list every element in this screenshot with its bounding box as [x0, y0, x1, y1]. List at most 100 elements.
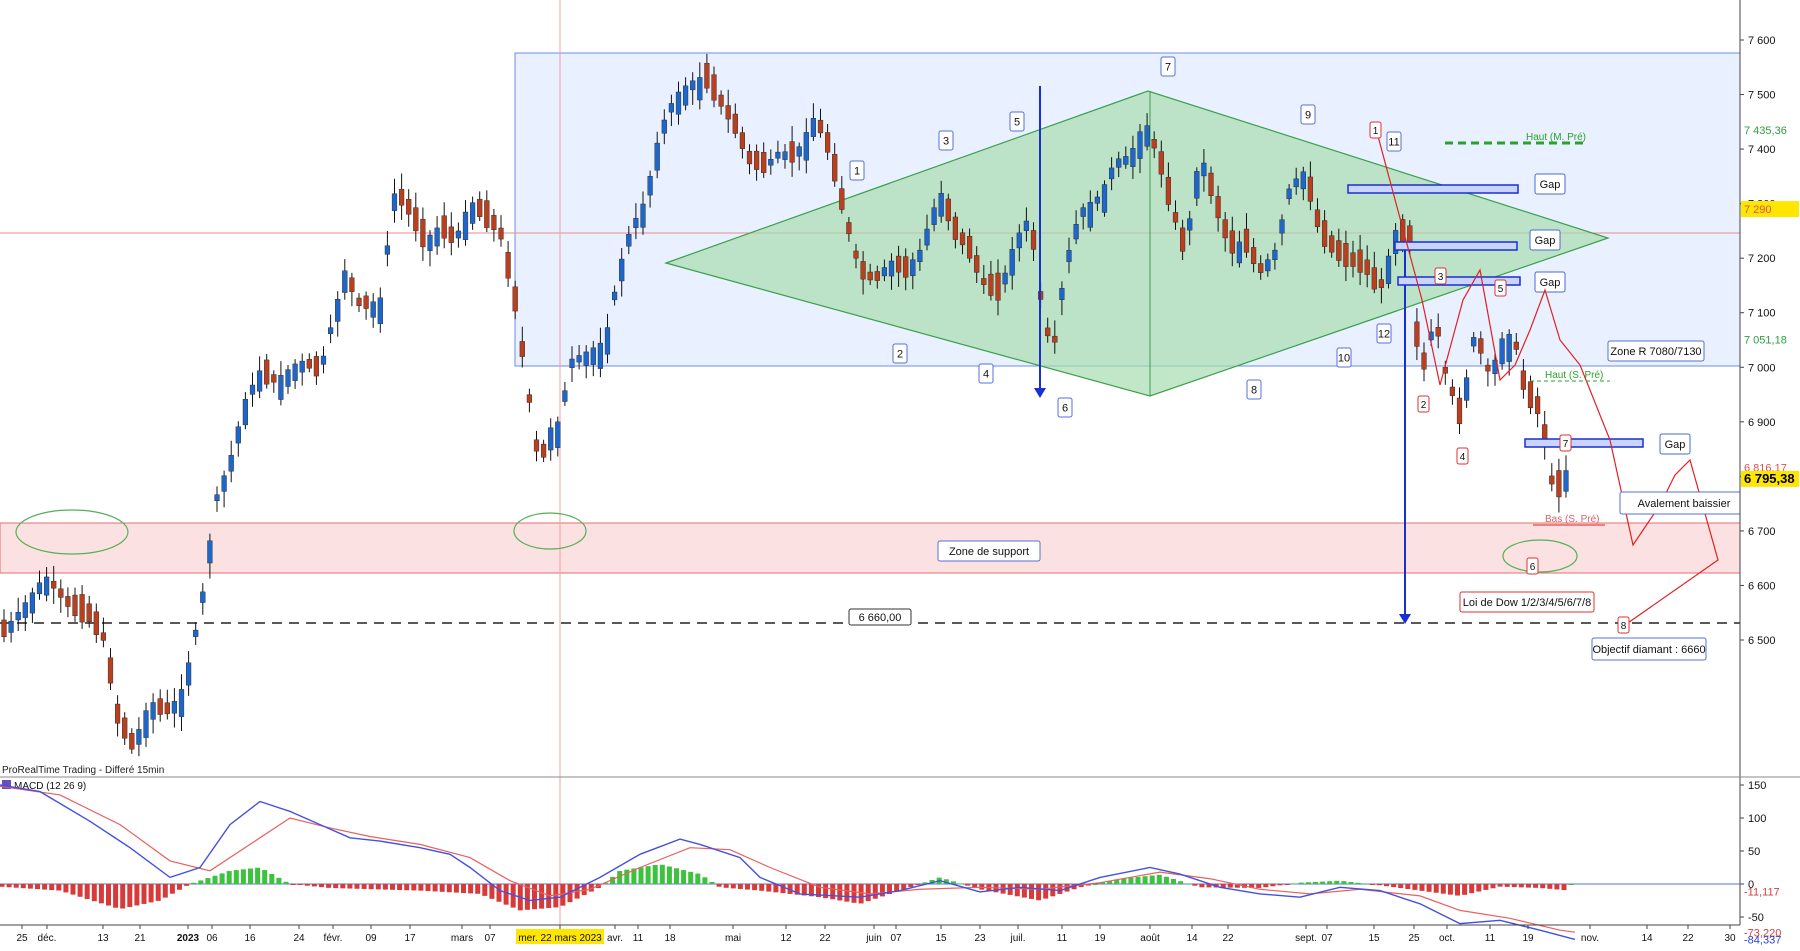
- macd-hist-bar: [816, 884, 821, 898]
- macd-hist-bar: [1355, 882, 1361, 884]
- macd-hist-bar: [1142, 876, 1148, 884]
- candle-body: [1215, 196, 1221, 219]
- macd-hist-bar: [1263, 884, 1269, 888]
- x-tick-label: déc.: [38, 933, 57, 944]
- blue-wave-label-8-box: [1246, 379, 1262, 400]
- macd-hist-bar: [148, 884, 154, 903]
- price-tick-label: 6 600: [1748, 580, 1776, 592]
- x-tick-label: 11: [633, 933, 644, 944]
- candle-body: [548, 427, 554, 451]
- candle-body: [952, 216, 959, 240]
- support-ellipse-2: [513, 512, 587, 550]
- candle-body: [1045, 327, 1051, 337]
- x-tick-label: juil.: [1009, 933, 1025, 944]
- macd-hist-bar: [737, 884, 743, 889]
- macd-hist-bar: [382, 884, 388, 890]
- candle-body: [1066, 250, 1072, 262]
- macd-hist-bar: [1192, 884, 1198, 886]
- macd-hist-bar: [950, 881, 956, 884]
- x-tick-label: 22: [1682, 933, 1694, 944]
- candle-body: [136, 729, 142, 745]
- x-tick-label: 12: [780, 933, 792, 944]
- red-wave-label-5: 5: [1498, 284, 1504, 295]
- candle-body: [477, 198, 483, 217]
- candle-body: [1428, 331, 1434, 341]
- macd-hist-bar: [198, 880, 204, 884]
- macd-hist-bar: [155, 884, 161, 901]
- candle-body: [1329, 235, 1335, 253]
- dow-path: [1374, 124, 1719, 626]
- macd-hist-bar: [432, 884, 438, 892]
- candle-body: [988, 273, 994, 296]
- candle-body: [271, 374, 277, 383]
- candle-body: [519, 341, 525, 357]
- candle-body: [1414, 321, 1420, 347]
- macd-hist-bar: [787, 884, 793, 894]
- macd-hist-bar: [581, 884, 587, 896]
- macd-hist-bar: [1256, 884, 1262, 888]
- macd-hist-bar: [326, 884, 332, 888]
- macd-hist-bar: [1398, 884, 1404, 889]
- candle-body: [832, 154, 838, 182]
- blue-wave-label-12: 12: [1378, 329, 1390, 341]
- candle-body: [498, 227, 504, 240]
- macd-hist-bar: [1291, 883, 1297, 885]
- red-wave-label-1: 1: [1373, 126, 1379, 137]
- candle-body: [881, 267, 888, 277]
- candle-body: [349, 277, 355, 292]
- blue-wave-label-1-box: [849, 160, 865, 181]
- macd-hist-bar: [1533, 884, 1539, 888]
- macd-hist-bar: [553, 884, 559, 908]
- macd-hist-bar: [453, 884, 459, 893]
- candle-body: [619, 258, 625, 282]
- macd-hist-bar: [1135, 876, 1141, 884]
- candle-body: [917, 249, 923, 262]
- price-tick-label: 7 000: [1748, 362, 1776, 374]
- candle-body: [484, 200, 490, 228]
- macd-hist-bar: [503, 884, 509, 905]
- x-tick-label: mars: [451, 933, 473, 944]
- support-ellipse-3: [1502, 539, 1578, 573]
- macd-hist-bar: [411, 884, 417, 891]
- zone-resistance-label: Zone R 7080/7130: [1610, 346, 1701, 358]
- candle-body: [938, 192, 944, 217]
- candle-body: [796, 146, 802, 157]
- macd-tick-label: -50: [1748, 912, 1764, 924]
- candle-body: [434, 227, 440, 247]
- candle-body: [51, 580, 57, 589]
- macd-main-line: [0, 784, 1576, 941]
- macd-hist-bar: [84, 884, 90, 899]
- macd-hist-bar: [1156, 874, 1162, 884]
- gap-label-4: Gap: [1665, 439, 1686, 451]
- candle-body: [640, 203, 646, 228]
- macd-hist-bar: [560, 884, 566, 906]
- candle-body: [114, 703, 121, 724]
- diamond-arrow-1-head: [1034, 388, 1046, 398]
- macd-hist-bar: [489, 884, 495, 899]
- macd-hist-bar: [879, 884, 885, 897]
- price-marker-label: 7 290: [1744, 204, 1772, 216]
- candle-body: [775, 151, 781, 159]
- macd-hist-bar: [390, 884, 395, 890]
- macd-hist-bar: [1362, 883, 1368, 885]
- macd-hist-bar: [240, 869, 246, 884]
- red-wave-label-2: 2: [1421, 400, 1427, 411]
- macd-hist-bar: [1092, 883, 1098, 885]
- macd-hist-bar: [1547, 884, 1553, 889]
- blue-wave-label-12-box: [1376, 323, 1392, 344]
- x-tick-label: sept.: [1295, 933, 1317, 944]
- macd-hist-bar: [652, 864, 658, 884]
- macd-hist-bar: [177, 884, 182, 890]
- candle-body: [1016, 232, 1022, 249]
- x-tick-label: 15: [1368, 933, 1380, 944]
- macd-hist-bar: [375, 884, 381, 890]
- candle-body: [1172, 212, 1179, 223]
- candle-body: [420, 218, 426, 248]
- macd-hist-bar: [958, 883, 963, 885]
- candle-body: [1208, 172, 1214, 196]
- macd-hist-bar: [539, 884, 545, 909]
- candle-body: [313, 356, 320, 377]
- macd-hist-bar: [837, 884, 843, 901]
- blue-wave-label-5: 5: [1014, 117, 1020, 129]
